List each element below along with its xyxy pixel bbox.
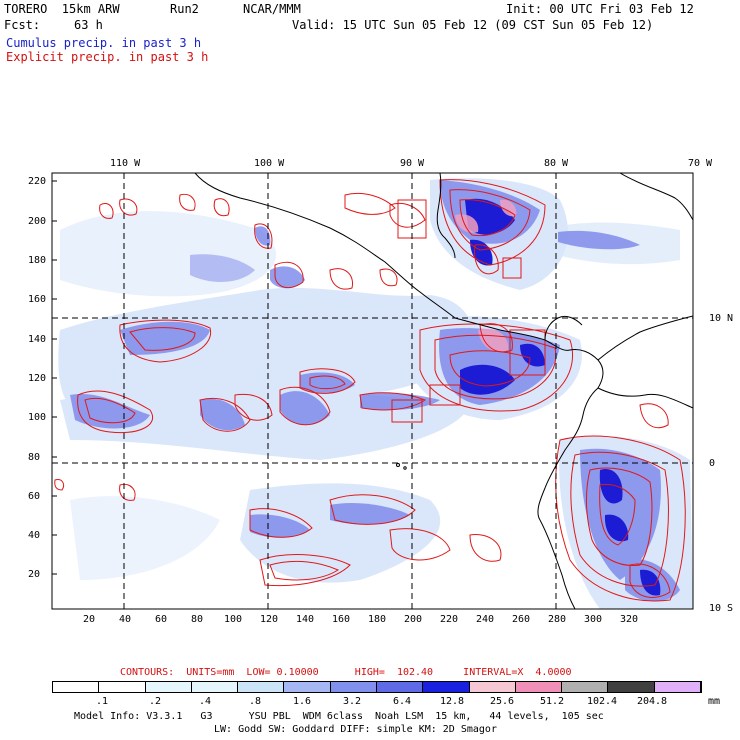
axis-ticks (52, 180, 57, 575)
lon-label-70w: 70 W (688, 158, 713, 169)
org-label: NCAR/MMM (243, 2, 301, 16)
legend-swatch (376, 682, 424, 692)
y-tick: 60 (28, 491, 41, 502)
map-frame (51, 172, 694, 610)
legend-swatch (191, 682, 239, 692)
legend-swatch (654, 682, 701, 692)
y-tick: 80 (28, 452, 41, 463)
x-tick: 280 (548, 614, 567, 625)
legend-swatch (53, 682, 100, 692)
y-tick: 200 (28, 216, 47, 227)
x-tick: 120 (260, 614, 279, 625)
lon-label-90w: 90 W (400, 158, 425, 169)
x-tick: 140 (296, 614, 315, 625)
x-tick: 160 (332, 614, 351, 625)
lat-label-10s: 10 S (709, 603, 734, 614)
legend-label: .8 (248, 696, 262, 707)
legend-label: 51.2 (539, 696, 565, 707)
valid-time: Valid: 15 UTC Sun 05 Feb 12 (09 CST Sun … (292, 18, 654, 32)
x-tick: 180 (368, 614, 387, 625)
x-tick: 320 (620, 614, 639, 625)
legend-label: 25.6 (489, 696, 515, 707)
legend-label: 102.4 (586, 696, 618, 707)
grid-lines (52, 173, 693, 609)
legend-swatch (608, 682, 655, 692)
physics-info: LW: Godd SW: Goddard DIFF: simple KM: 2D… (214, 724, 497, 735)
lat-label-10n: 10 N (709, 313, 734, 324)
legend-swatch (145, 682, 192, 692)
y-tick: 160 (28, 294, 47, 305)
legend-label: 3.2 (342, 696, 362, 707)
y-tick: 140 (28, 334, 47, 345)
x-tick: 20 (83, 614, 96, 625)
init-time: Init: 00 UTC Fri 03 Feb 12 (506, 2, 694, 16)
explicit-heavy-areas (455, 199, 517, 352)
coastlines (194, 173, 693, 609)
legend-color-bar (52, 681, 702, 693)
x-tick: 80 (191, 614, 204, 625)
fcst-label: Fcst: (4, 18, 41, 32)
legend-swatch (423, 682, 470, 692)
legend-swatch (330, 682, 377, 692)
lat-label-0: 0 (709, 458, 716, 469)
legend-swatch (562, 682, 609, 692)
legend-swatch (515, 682, 563, 692)
field-cumulus-label: Cumulus precip. in past 3 h (6, 36, 202, 50)
x-tick: 260 (512, 614, 531, 625)
x-tick: 100 (224, 614, 243, 625)
lon-label-100w: 100 W (254, 158, 285, 169)
x-tick: 60 (155, 614, 168, 625)
legend-unit: mm (708, 696, 721, 707)
y-tick: 20 (28, 569, 41, 580)
legend-label: 6.4 (392, 696, 412, 707)
legend-swatch (284, 682, 331, 692)
x-tick: 300 (584, 614, 603, 625)
lon-label-110w: 110 W (110, 158, 141, 169)
legend-label: 204.8 (636, 696, 668, 707)
legend-swatch (469, 682, 516, 692)
y-tick: 120 (28, 373, 47, 384)
x-tick: 220 (440, 614, 459, 625)
legend-swatch (238, 682, 285, 692)
legend-swatch (99, 682, 146, 692)
legend-label: 1.6 (292, 696, 312, 707)
legend-label: .1 (95, 696, 109, 707)
run-label: Run2 (170, 2, 199, 16)
y-tick: 40 (28, 530, 41, 541)
x-tick: 240 (476, 614, 495, 625)
y-tick: 100 (28, 412, 47, 423)
lon-label-80w: 80 W (544, 158, 569, 169)
model-name: TORERO 15km ARW (4, 2, 120, 16)
x-tick: 200 (404, 614, 423, 625)
contours-info: CONTOURS: UNITS=mm LOW= 0.10000 HIGH= 10… (120, 667, 572, 678)
field-explicit-label: Explicit precip. in past 3 h (6, 50, 209, 64)
y-tick: 220 (28, 176, 47, 187)
explicit-boxes (391, 199, 546, 423)
y-tick: 180 (28, 255, 47, 266)
legend-label: 12.8 (439, 696, 465, 707)
legend-label: .4 (198, 696, 212, 707)
legend-label: .2 (148, 696, 162, 707)
explicit-contours (54, 179, 686, 602)
x-tick: 40 (119, 614, 132, 625)
model-info: Model Info: V3.3.1 G3 YSU PBL WDM 6class… (74, 711, 604, 722)
fcst-hours: 63 h (74, 18, 103, 32)
